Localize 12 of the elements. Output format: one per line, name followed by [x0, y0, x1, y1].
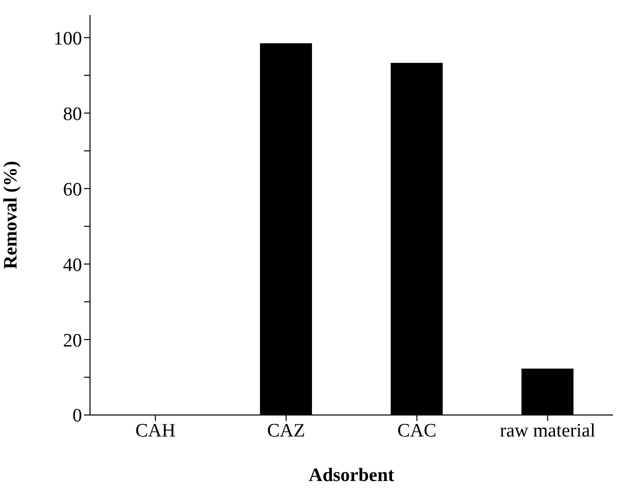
x-tick-label: raw material: [500, 420, 596, 442]
y-tick-label: 0: [72, 406, 82, 427]
y-tick-label: 40: [63, 254, 82, 276]
x-axis-title: Adsorbent: [308, 465, 395, 486]
x-tick-label: CAH: [135, 420, 176, 442]
x-tick-label: CAC: [397, 420, 436, 442]
y-tick-label: 20: [63, 330, 82, 352]
y-tick-label: 80: [63, 104, 82, 125]
y-tick-label: 60: [63, 179, 82, 200]
x-tick-label: CAZ: [267, 420, 306, 442]
y-axis-title: Removal (%): [0, 160, 22, 270]
y-tick-label: 100: [54, 28, 82, 50]
